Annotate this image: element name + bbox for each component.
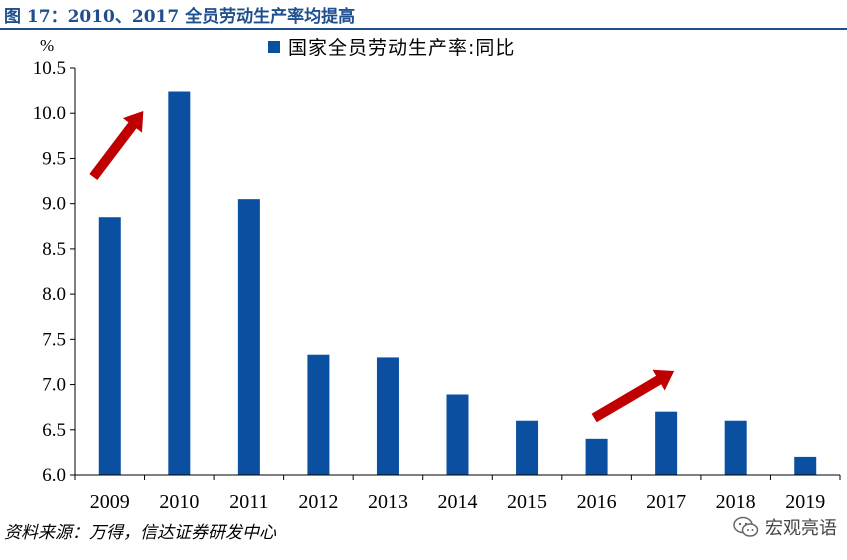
bar-2016 (585, 438, 608, 475)
bar-2018 (724, 420, 747, 475)
x-tick-label-2010: 2010 (159, 491, 199, 513)
x-tick-label-2014: 2014 (438, 491, 478, 513)
y-tick-label: 8.5 (42, 239, 66, 260)
legend-label: 国家全员劳动生产率:同比 (288, 37, 516, 59)
figure-title: 图 17：2010、2017 全员劳动生产率均提高 (4, 7, 356, 27)
bar-2012 (307, 354, 330, 475)
x-tick-label-2017: 2017 (646, 491, 686, 513)
arrow-annotation-2010 (89, 111, 144, 181)
wechat-icon (733, 516, 759, 537)
bar-2009 (98, 217, 121, 475)
x-tick-label-2013: 2013 (368, 491, 408, 513)
y-tick-label: 10.0 (33, 103, 66, 124)
watermark: 宏观亮语 (733, 514, 837, 540)
y-tick-label: 9.5 (42, 148, 66, 169)
bar-2019 (794, 456, 817, 475)
x-tick-label-2009: 2009 (90, 491, 130, 513)
y-tick-label: 9.0 (42, 194, 66, 215)
x-tick-label-2012: 2012 (298, 491, 338, 513)
legend-swatch (268, 40, 280, 53)
bar-2015 (516, 420, 539, 475)
x-tick-label-2018: 2018 (716, 491, 756, 513)
bar-2017 (655, 411, 678, 475)
arrow-annotation-2017 (591, 369, 675, 423)
y-tick-label: 6.0 (42, 465, 66, 486)
y-tick-label: 8.0 (42, 284, 66, 305)
legend: 国家全员劳动生产率:同比 (268, 33, 515, 60)
y-tick-label: 6.5 (42, 420, 66, 441)
x-tick-label-2015: 2015 (507, 491, 547, 513)
title-rule (0, 28, 847, 30)
bar-2013 (376, 357, 399, 475)
bar-2010 (168, 91, 191, 475)
y-tick-label: 7.5 (42, 329, 66, 350)
x-tick-label-2011: 2011 (229, 491, 268, 513)
bar-2011 (237, 199, 260, 475)
watermark-text: 宏观亮语 (765, 518, 837, 539)
x-tick-label-2016: 2016 (577, 491, 617, 513)
bar-2014 (446, 394, 469, 475)
y-tick-label: 10.5 (33, 58, 66, 79)
x-tick-label-2019: 2019 (785, 491, 825, 513)
source-note: 资料来源：万得，信达证券研发中心 (4, 523, 276, 543)
y-tick-label: 7.0 (42, 375, 66, 396)
y-axis-unit-label: % (40, 36, 55, 55)
